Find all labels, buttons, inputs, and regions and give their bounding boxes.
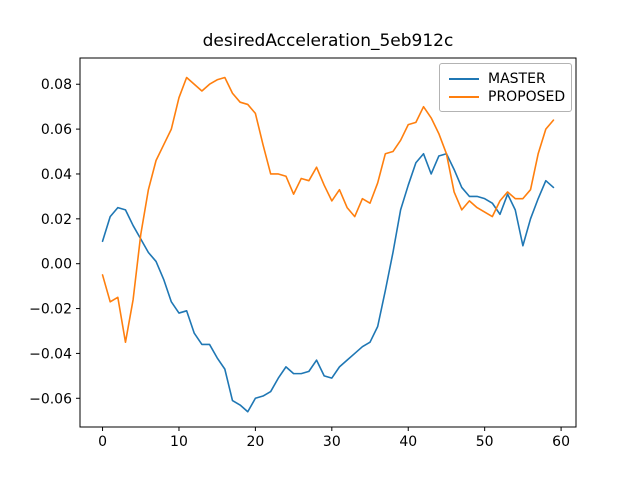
y-tick-label: 0.06: [41, 122, 72, 138]
series-line-proposed: [101, 76, 555, 344]
y-tick-label: 0.02: [41, 212, 72, 228]
x-tick-label: 20: [246, 434, 264, 450]
x-tick-label: 60: [552, 434, 570, 450]
legend-entry-master: MASTER: [449, 70, 562, 88]
y-tick-label: 0.00: [41, 257, 72, 273]
x-tick-label: 0: [98, 434, 107, 450]
legend-entry-proposed: PROPOSED: [449, 88, 566, 106]
axes-frame: [79, 57, 577, 428]
x-tick-label: 10: [170, 434, 188, 450]
y-tick-label: 0.04: [41, 167, 72, 183]
proposed-line-swatch: [449, 96, 479, 98]
x-tick-label: 40: [399, 434, 417, 450]
y-tick-label: −0.02: [29, 302, 72, 318]
legend: MASTER PROPOSED: [439, 63, 572, 112]
y-tick-label: 0.08: [41, 77, 72, 93]
series-line-master: [101, 152, 555, 413]
y-tick-label: −0.06: [29, 391, 72, 407]
master-line-swatch: [449, 78, 479, 80]
chart-title: desiredAcceleration_5eb912c: [202, 31, 454, 51]
y-tick-label: −0.04: [29, 346, 72, 362]
x-tick-label: 30: [323, 434, 341, 450]
legend-label-master: MASTER: [488, 71, 546, 87]
x-tick-label: 50: [476, 434, 494, 450]
legend-label-proposed: PROPOSED: [488, 89, 566, 105]
